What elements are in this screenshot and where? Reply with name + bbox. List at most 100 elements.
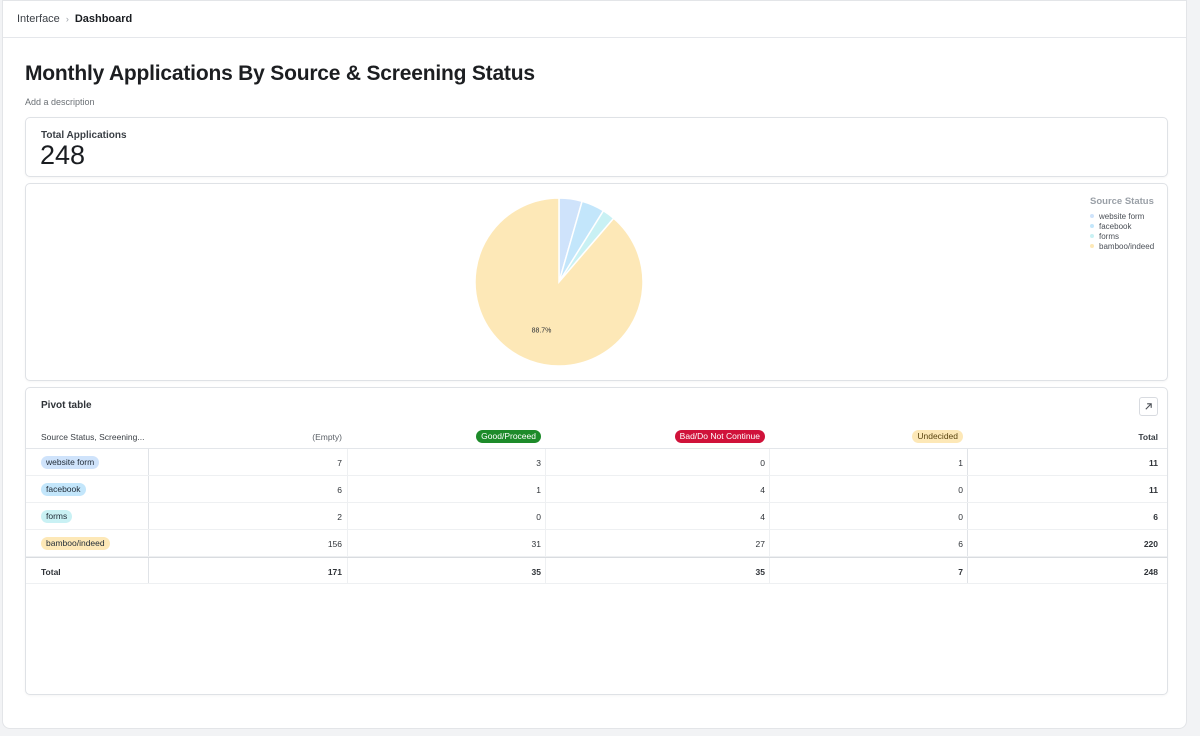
table-cell[interactable]: 6 (337, 484, 342, 495)
table-cell[interactable]: 0 (536, 511, 541, 522)
table-row: website form 7 3 0 1 11 (26, 449, 1167, 476)
summary-value: 248 (40, 140, 86, 170)
column-divider (347, 503, 348, 529)
row-total-cell[interactable]: 11 (1149, 484, 1158, 495)
pie-slice-bamboo-indeed[interactable] (474, 197, 644, 367)
column-divider (148, 558, 149, 583)
column-header-total: Total (1138, 431, 1158, 442)
legend-item[interactable]: forms (1090, 231, 1154, 241)
table-cell[interactable]: 7 (337, 457, 342, 468)
legend-item[interactable]: bamboo/indeed (1090, 241, 1154, 251)
table-cell[interactable]: 31 (531, 538, 541, 549)
column-divider (148, 476, 149, 502)
table-cell[interactable]: 171 (327, 566, 342, 577)
table-cell[interactable]: 27 (755, 538, 765, 549)
row-total-cell[interactable]: 248 (1143, 566, 1158, 577)
pivot-header-row: Source Status, Screening... (Empty) Good… (26, 424, 1167, 449)
breadcrumb-dashboard[interactable]: Dashboard (74, 13, 133, 25)
legend-item[interactable]: website form (1090, 211, 1154, 221)
summary-label: Total Applications (41, 130, 127, 141)
legend-swatch (1090, 234, 1094, 238)
table-row: forms 2 0 4 0 6 (26, 503, 1167, 530)
table-total-row: Total 171 35 35 7 248 (26, 557, 1167, 584)
chart-legend: Source Status website form facebook forms b… (1090, 196, 1154, 251)
column-divider (967, 503, 968, 529)
summary-card: Total Applications 248 (25, 117, 1168, 177)
column-divider (769, 449, 770, 475)
legend-swatch (1090, 224, 1094, 228)
row-header: Source Status, Screening... (41, 431, 145, 442)
legend-label: bamboo/indeed (1099, 241, 1155, 251)
column-header-label: (Empty) (312, 431, 342, 442)
legend-label: forms (1099, 231, 1119, 241)
legend-label: website form (1099, 211, 1145, 221)
table-cell[interactable]: 6 (958, 538, 963, 549)
column-divider (769, 558, 770, 583)
column-divider (148, 503, 149, 529)
column-divider (148, 449, 149, 475)
row-label: facebook (41, 476, 86, 503)
row-total-cell[interactable]: 11 (1149, 457, 1158, 468)
table-cell[interactable]: 4 (760, 484, 765, 495)
column-header-undecided: Undecided (795, 424, 963, 449)
chevron-right-icon: › (65, 14, 69, 24)
source-badge: website form (41, 456, 100, 469)
column-header-good: Good/Proceed (372, 424, 541, 449)
row-total-cell[interactable]: 6 (1153, 511, 1158, 522)
table-cell[interactable]: 1 (958, 457, 963, 468)
app-frame: Interface › Dashboard Monthly Applicatio… (2, 0, 1187, 729)
arrow-up-right-icon (1145, 403, 1152, 410)
expand-button[interactable] (1139, 397, 1158, 416)
row-label: bamboo/indeed (41, 530, 110, 557)
table-cell[interactable]: 35 (755, 566, 765, 577)
pie-chart[interactable]: 88.7% (26, 184, 1167, 380)
status-badge: Bad/Do Not Continue (674, 430, 765, 443)
table-cell[interactable]: 4 (760, 511, 765, 522)
table-cell[interactable]: 156 (327, 538, 342, 549)
column-divider (967, 530, 968, 556)
breadcrumb-interface[interactable]: Interface (17, 13, 60, 25)
table-cell[interactable]: 3 (536, 457, 541, 468)
column-divider (347, 476, 348, 502)
page-title: Monthly Applications By Source & Screeni… (25, 62, 535, 85)
column-header-bad: Bad/Do Not Continue (571, 424, 765, 449)
pie-chart-card: 88.7% Source Status website form facebook… (25, 183, 1168, 381)
pie-slice-label: 88.7% (532, 327, 552, 334)
column-divider (769, 476, 770, 502)
column-divider (545, 530, 546, 556)
page-description[interactable]: Add a description (25, 97, 95, 107)
column-divider (347, 558, 348, 583)
table-cell[interactable]: 7 (958, 566, 963, 577)
table-cell[interactable]: 0 (958, 484, 963, 495)
column-divider (769, 530, 770, 556)
legend-item[interactable]: facebook (1090, 221, 1154, 231)
row-total-cell[interactable]: 220 (1143, 538, 1158, 549)
legend-label: facebook (1099, 221, 1132, 231)
table-row: bamboo/indeed 156 31 27 6 220 (26, 530, 1167, 557)
status-badge: Undecided (912, 430, 963, 443)
source-badge: forms (41, 510, 73, 523)
table-cell[interactable]: 0 (958, 511, 963, 522)
column-divider (148, 530, 149, 556)
column-divider (347, 530, 348, 556)
table-cell[interactable]: 0 (760, 457, 765, 468)
column-divider (545, 503, 546, 529)
table-cell[interactable]: 1 (536, 484, 541, 495)
column-divider (347, 449, 348, 475)
source-badge: bamboo/indeed (41, 537, 110, 550)
row-label: website form (41, 449, 100, 476)
column-divider (967, 449, 968, 475)
legend-swatch (1090, 244, 1094, 248)
legend-swatch (1090, 214, 1094, 218)
table-cell[interactable]: 35 (531, 566, 541, 577)
column-divider (545, 558, 546, 583)
pivot-table-card: Pivot table Source Status, Screening... … (25, 387, 1168, 695)
column-divider (545, 449, 546, 475)
table-cell[interactable]: 2 (337, 511, 342, 522)
row-label: Total (41, 566, 61, 577)
legend-title: Source Status (1090, 196, 1154, 207)
row-label: forms (41, 503, 73, 530)
source-badge: facebook (41, 483, 86, 496)
status-badge: Good/Proceed (476, 430, 541, 443)
column-divider (545, 476, 546, 502)
